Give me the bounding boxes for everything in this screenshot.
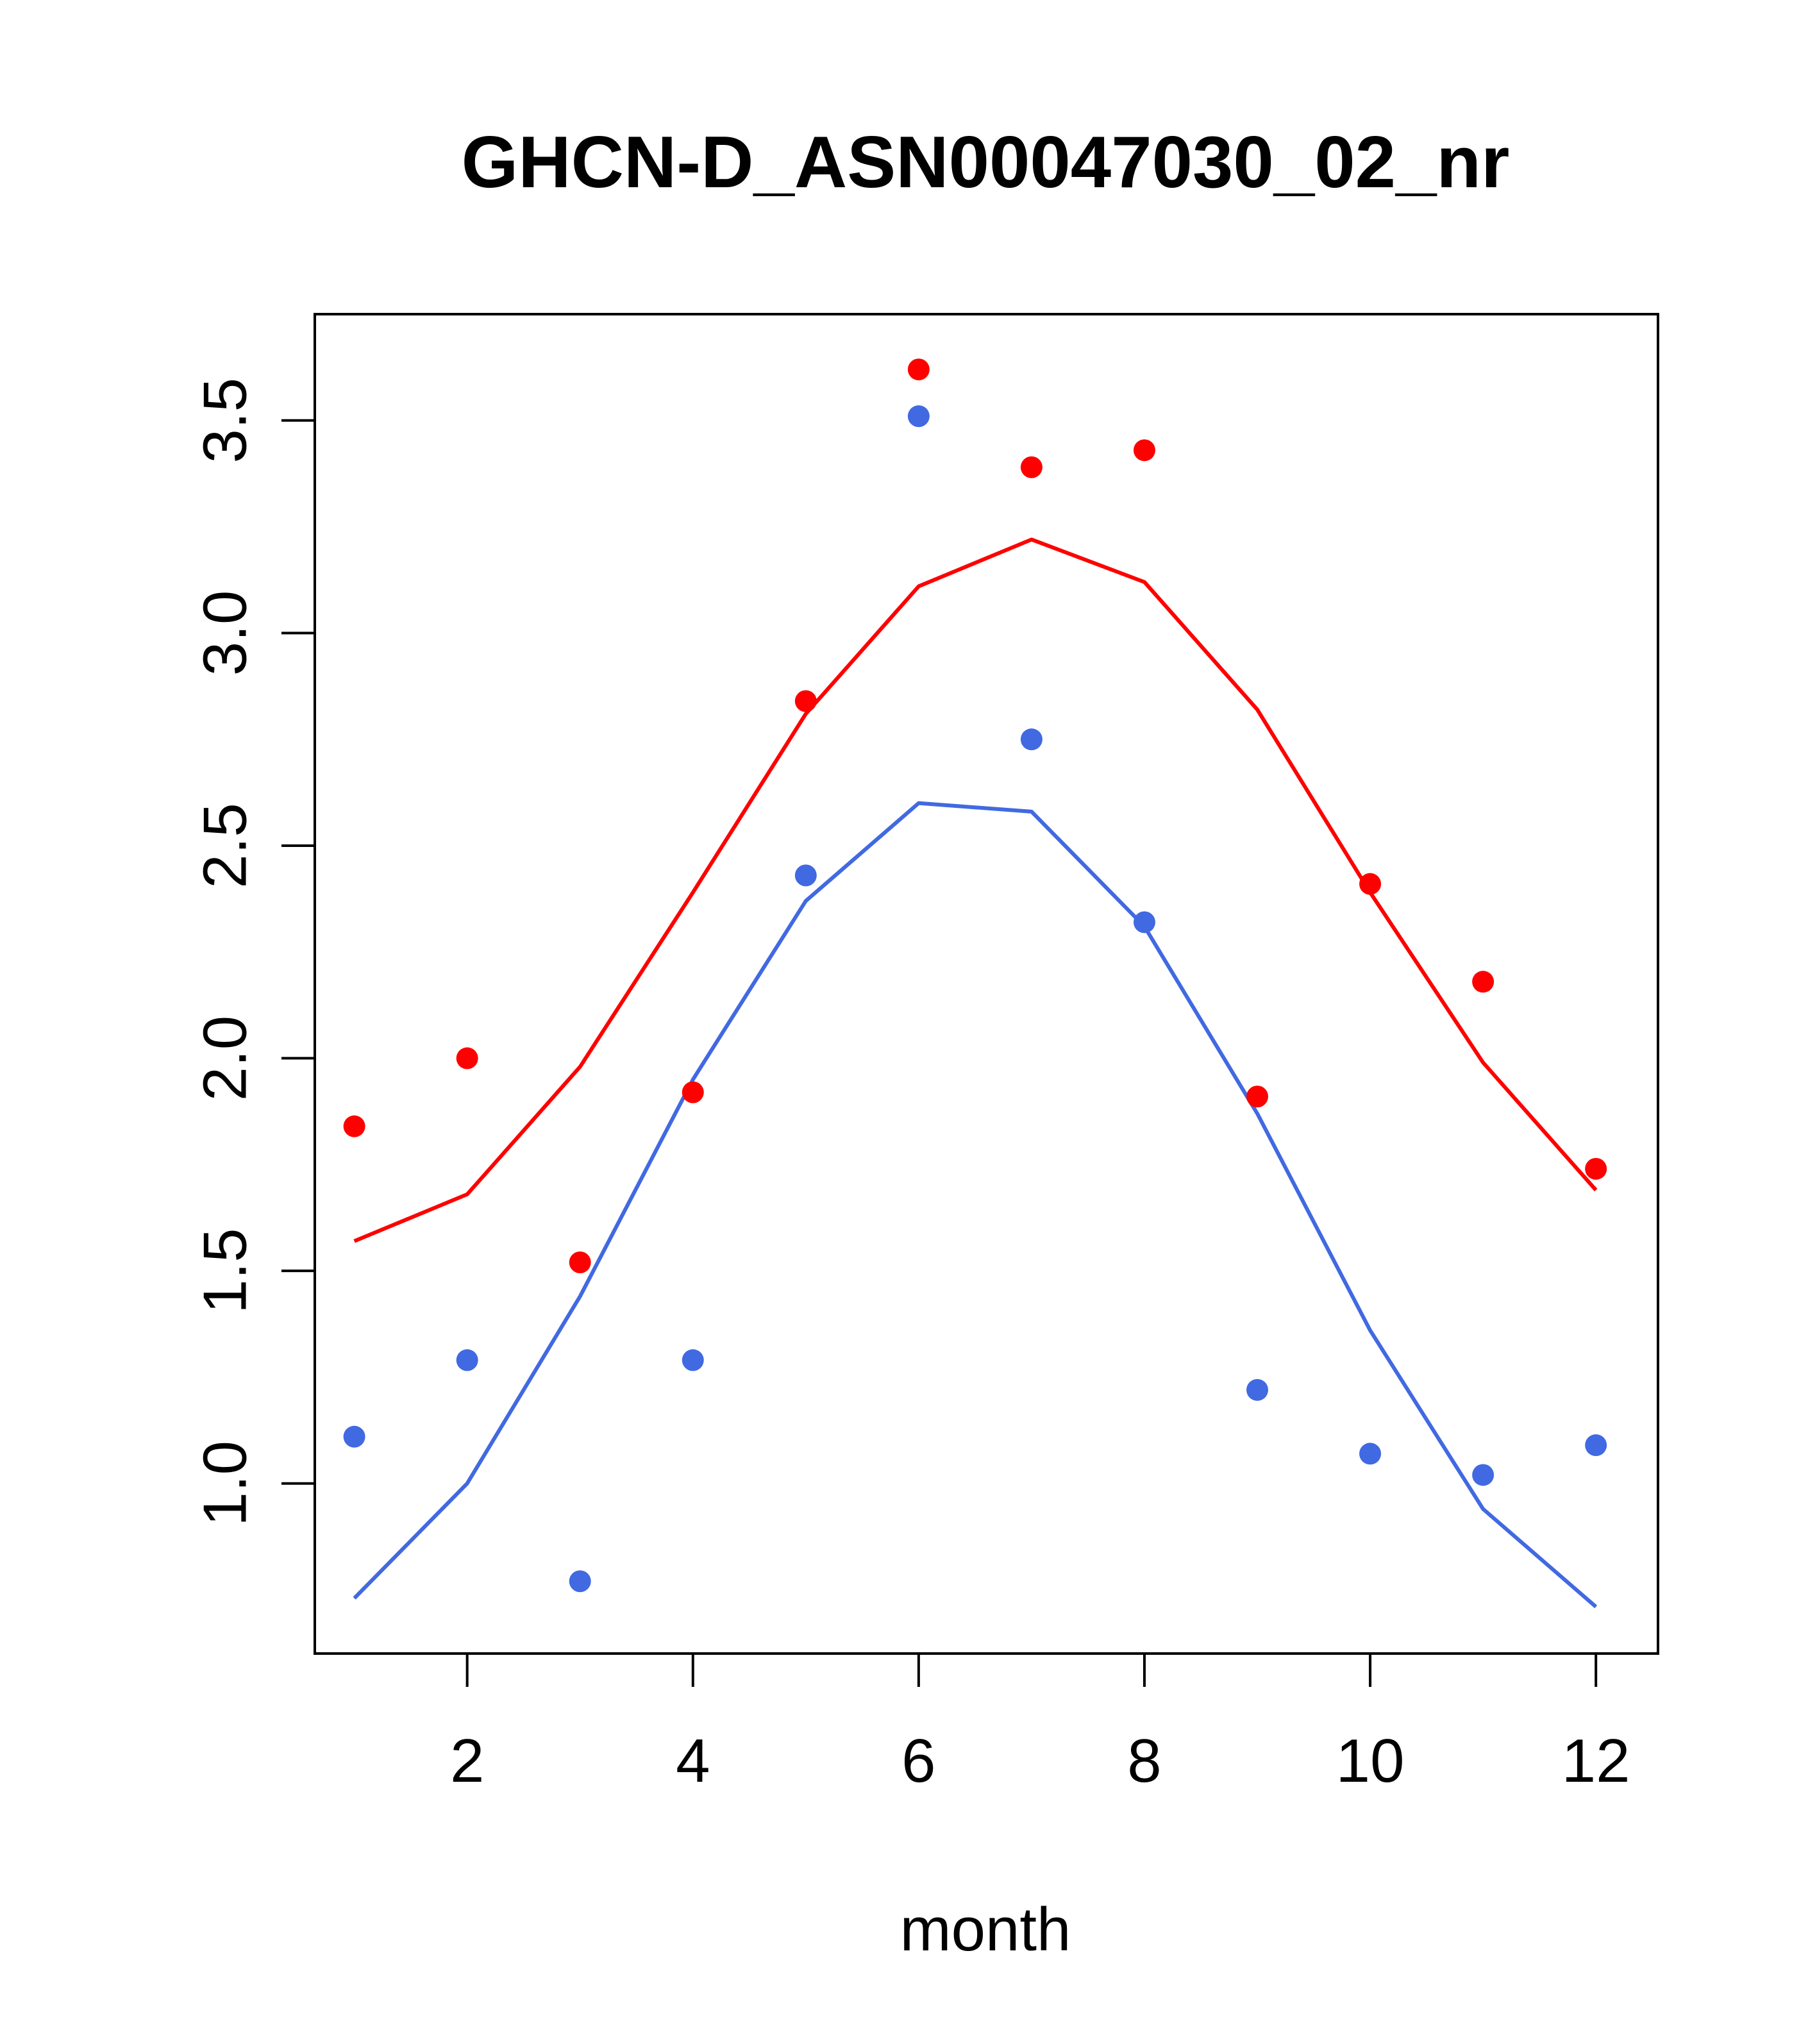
data-point-blue-observed	[456, 1349, 478, 1371]
data-point-red-observed	[1246, 1085, 1269, 1108]
series-points	[343, 358, 1607, 1593]
y-tick-label: 1.0	[191, 1441, 260, 1526]
data-point-blue-observed	[1585, 1434, 1607, 1457]
data-point-blue-observed	[907, 405, 930, 428]
data-point-red-observed	[1585, 1157, 1607, 1180]
data-point-red-observed	[343, 1115, 365, 1137]
data-point-blue-observed	[1359, 1443, 1382, 1465]
y-tick-label: 1.5	[191, 1228, 260, 1313]
data-point-red-observed	[1020, 456, 1042, 478]
y-tick-label: 2.0	[191, 1016, 260, 1101]
x-axis-label: month	[900, 1895, 1071, 1964]
data-point-blue-observed	[682, 1349, 704, 1371]
data-point-red-observed	[1472, 971, 1495, 993]
data-point-red-observed	[1133, 439, 1155, 462]
x-tick-label: 8	[1127, 1727, 1161, 1795]
data-point-red-observed	[794, 690, 817, 712]
data-point-red-observed	[907, 358, 930, 381]
y-tick-label: 3.0	[191, 591, 260, 676]
data-point-blue-observed	[343, 1425, 365, 1448]
chart-title: GHCN-D_ASN00047030_02_nr	[462, 122, 1510, 203]
data-point-red-observed	[682, 1081, 704, 1103]
data-point-red-observed	[1359, 873, 1382, 895]
y-axis: 1.0 1.5 2.0 2.5 3.0 3.5	[191, 378, 316, 1526]
data-point-blue-observed	[1133, 911, 1155, 934]
series-line-red-fitted	[353, 537, 1598, 1243]
x-tick-label: 6	[901, 1727, 935, 1795]
x-tick-label: 4	[676, 1727, 710, 1795]
data-point-blue-observed	[1472, 1464, 1495, 1486]
data-point-blue-observed	[1246, 1378, 1269, 1401]
data-point-red-observed	[456, 1047, 478, 1069]
x-tick-label: 2	[450, 1727, 484, 1795]
x-tick-label: 12	[1562, 1727, 1630, 1795]
data-point-red-observed	[569, 1251, 591, 1273]
y-tick-label: 2.5	[191, 803, 260, 888]
y-tick-label: 3.5	[191, 378, 260, 463]
data-point-blue-observed	[569, 1570, 591, 1593]
x-axis: 2 4 6 8 10 12	[450, 1652, 1630, 1795]
x-tick-label: 10	[1336, 1727, 1405, 1795]
series-lines	[353, 537, 1598, 1609]
series-line-blue-fitted	[353, 801, 1598, 1609]
data-point-blue-observed	[1020, 728, 1042, 751]
data-point-blue-observed	[794, 864, 817, 887]
